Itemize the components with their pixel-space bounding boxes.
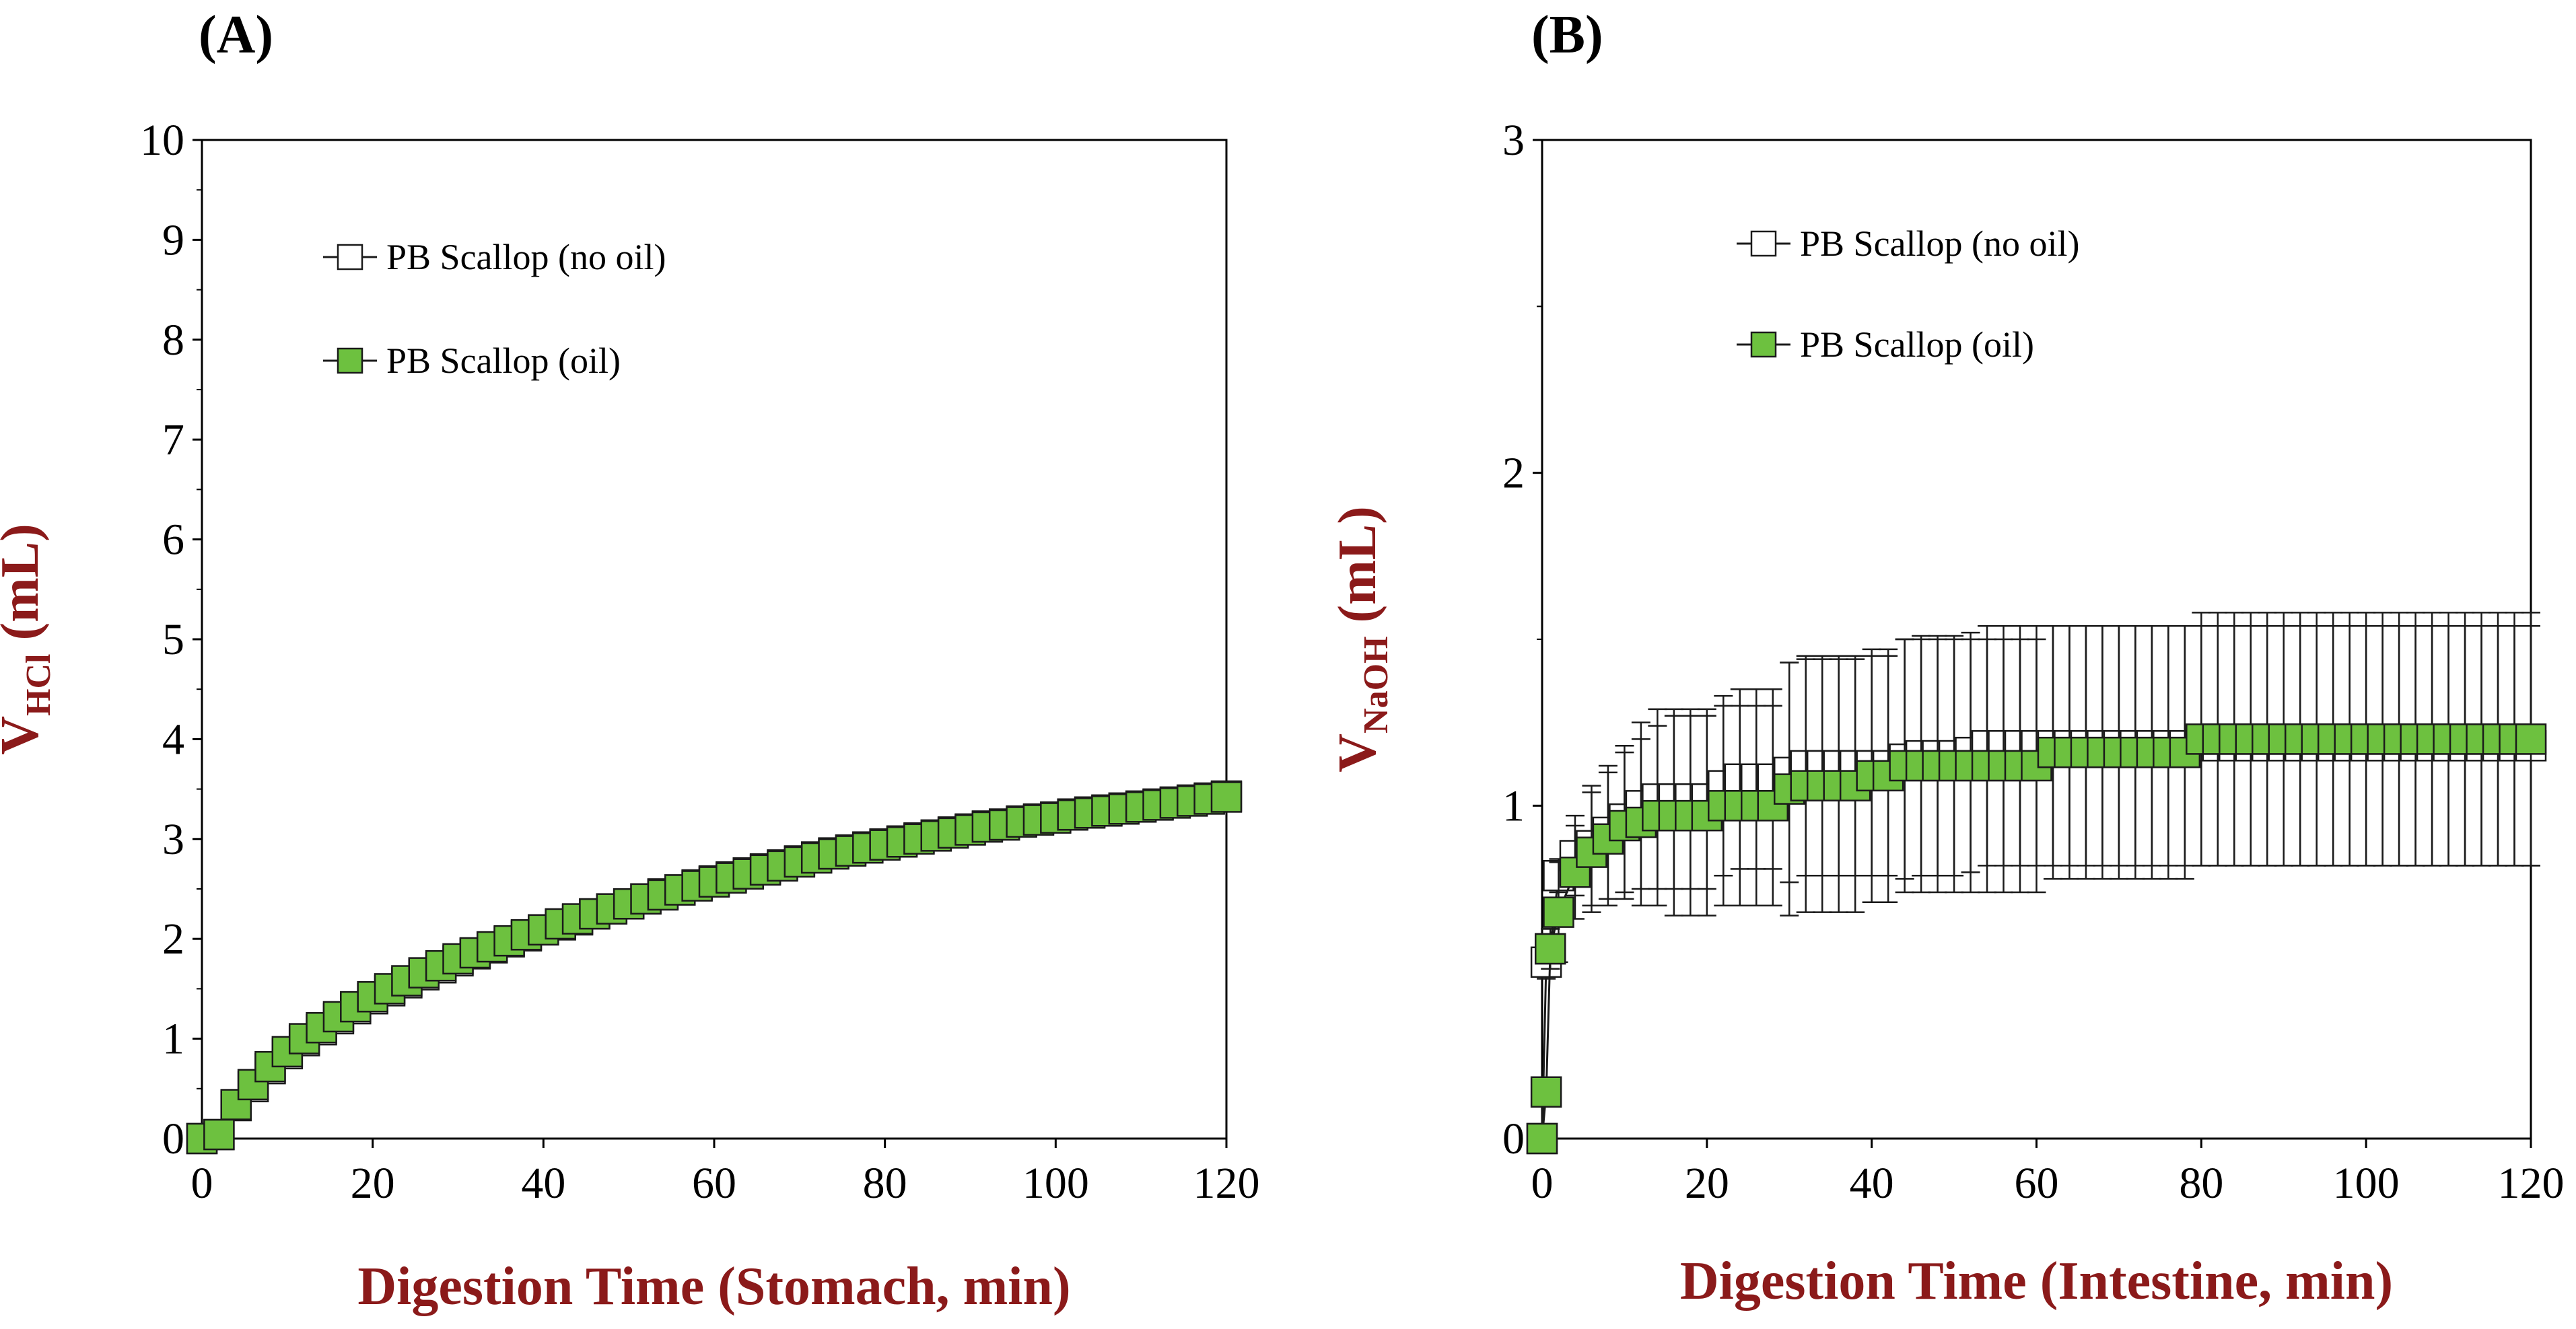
y-axis-title-main: V <box>1328 733 1387 773</box>
legend-entry: PB Scallop (no oil) <box>1737 223 2080 264</box>
x-tick-label: 120 <box>2498 1159 2565 1208</box>
y-axis-title: VNaOH (mL) <box>1328 506 1395 773</box>
data-point <box>1210 781 1243 813</box>
x-axis-title: Digestion Time (Intestine, min) <box>1680 1252 2393 1311</box>
x-tick-label: 120 <box>1193 1159 1260 1208</box>
y-axis-title-space <box>1328 623 1387 637</box>
y-tick-label: 3 <box>162 815 184 864</box>
legend-marker <box>1750 230 1777 257</box>
data-point <box>2515 723 2547 755</box>
y-axis-title-main: V <box>0 716 50 755</box>
legend-entry: PB Scallop (oil) <box>1737 324 2034 365</box>
panel-label: (A) <box>199 5 273 65</box>
y-tick-label: 7 <box>162 415 184 464</box>
y-axis-title-space <box>0 641 50 654</box>
y-axis-title-text: VHCl (mL) <box>0 524 58 755</box>
y-tick-label: 6 <box>162 515 184 565</box>
y-tick-label: 2 <box>1502 449 1525 498</box>
y-tick-label: 10 <box>140 116 184 165</box>
data-point <box>1543 896 1574 928</box>
y-axis-title-unit: (mL) <box>0 524 50 640</box>
y-axis-title-subscript: HCl <box>20 654 58 716</box>
y-tick-label: 1 <box>162 1015 184 1064</box>
x-tick-label: 0 <box>191 1159 213 1208</box>
legend-entry: PB Scallop (no oil) <box>323 237 666 277</box>
y-tick-label: 2 <box>162 914 184 964</box>
x-tick-label: 40 <box>1850 1159 1894 1208</box>
series-line <box>201 795 1227 1140</box>
legend-label: PB Scallop (oil) <box>386 340 621 381</box>
data-point <box>1530 1076 1562 1108</box>
y-tick-label: 0 <box>162 1114 184 1163</box>
data-point <box>203 1118 235 1151</box>
x-tick-label: 100 <box>1022 1159 1089 1208</box>
legend-label: PB Scallop (oil) <box>1800 324 2034 365</box>
y-axis-title-unit: (mL) <box>1328 506 1387 622</box>
data-point <box>220 1089 252 1120</box>
x-tick-label: 100 <box>2333 1159 2400 1208</box>
series-line <box>201 795 1227 1140</box>
y-tick-label: 9 <box>162 215 184 264</box>
x-tick-label: 60 <box>692 1159 736 1208</box>
x-tick-label: 20 <box>351 1159 395 1208</box>
plot-frame <box>201 139 1228 1140</box>
y-axis-title-text: VNaOH (mL) <box>1328 506 1395 773</box>
x-tick-label: 60 <box>2015 1159 2059 1208</box>
x-tick-label: 40 <box>521 1159 565 1208</box>
x-tick-label: 0 <box>1531 1159 1554 1208</box>
data-point <box>1534 933 1566 965</box>
y-tick-label: 1 <box>1502 781 1525 830</box>
panel-b: (B) 0 1 2 3 0 20 40 60 80 100 120 Digestion Time (In… <box>1328 5 2565 1311</box>
x-tick-label: 80 <box>863 1159 907 1208</box>
legend-entry: PB Scallop (oil) <box>323 340 621 381</box>
y-axis-title-subscript: NaOH <box>1357 637 1395 733</box>
series-no-oil <box>186 780 1243 1155</box>
y-tick-label: 5 <box>162 615 184 664</box>
legend-marker <box>1750 331 1777 358</box>
legend-label: PB Scallop (no oil) <box>386 237 666 277</box>
series-oil <box>186 781 1243 1155</box>
y-axis-title: VHCl (mL) <box>0 524 58 755</box>
data-point <box>1526 1122 1558 1155</box>
legend-label: PB Scallop (no oil) <box>1800 223 2080 264</box>
y-tick-label: 8 <box>162 316 184 365</box>
x-tick-label: 80 <box>2179 1159 2223 1208</box>
y-tick-label: 3 <box>1502 116 1525 165</box>
y-tick-label: 0 <box>1502 1114 1525 1163</box>
legend-marker <box>337 347 363 374</box>
legend-marker <box>337 244 363 271</box>
panel-label: (B) <box>1531 5 1603 65</box>
y-tick-label: 4 <box>162 715 184 764</box>
x-tick-label: 20 <box>1685 1159 1729 1208</box>
x-axis-title: Digestion Time (Stomach, min) <box>357 1257 1070 1316</box>
series-oil <box>1526 612 2547 1155</box>
